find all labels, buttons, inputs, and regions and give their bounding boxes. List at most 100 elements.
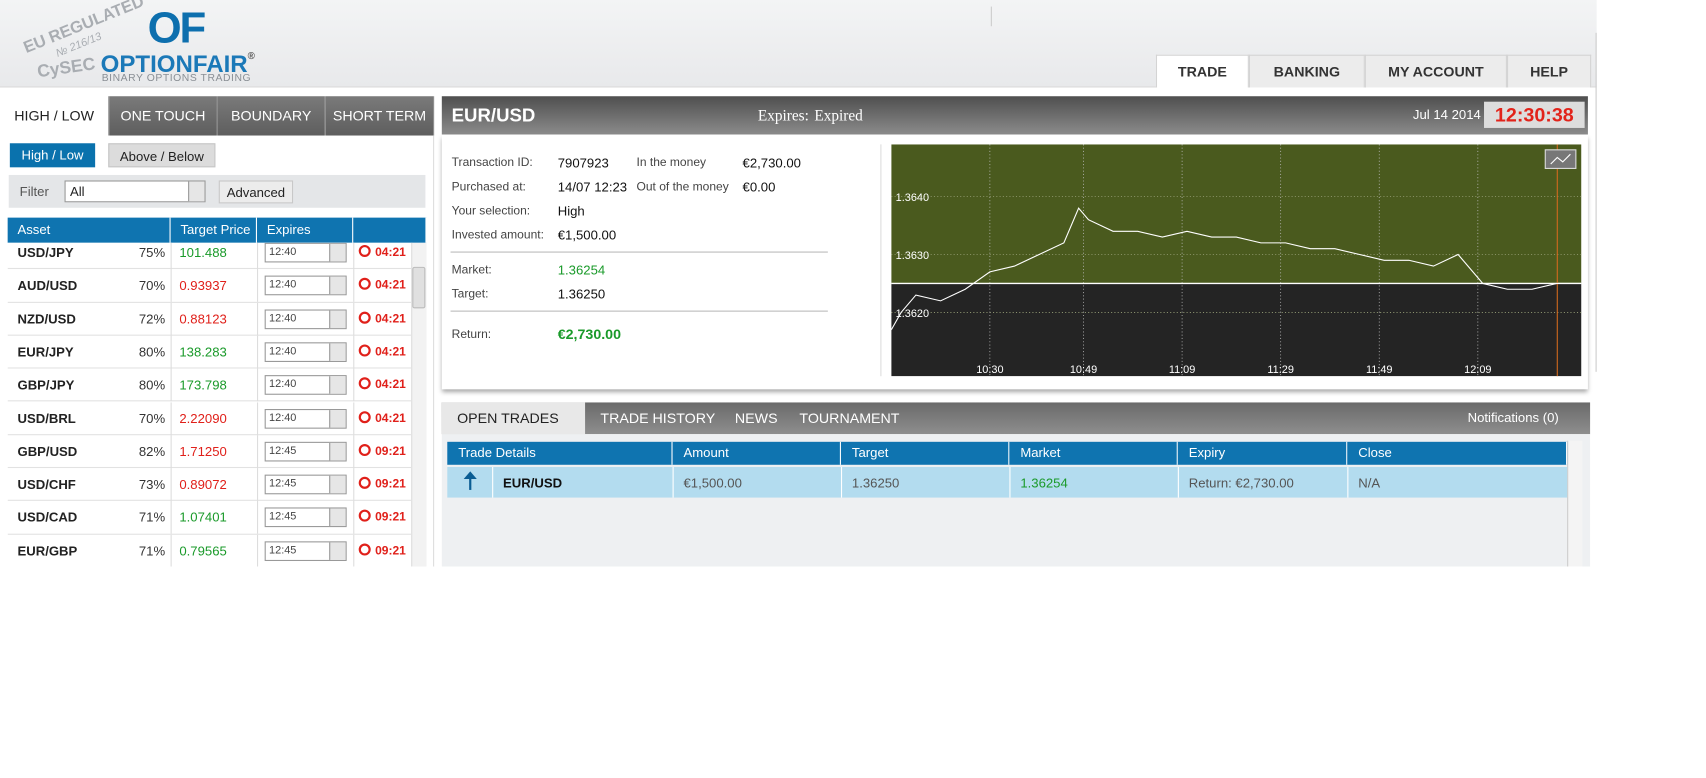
- asset-row[interactable]: USD/CHF 73% 0.89072 12:45 09:21: [7, 468, 412, 502]
- clock-icon: [358, 543, 371, 556]
- asset-row[interactable]: USD/JPY 75% 101.488 12:40 04:21: [7, 242, 412, 270]
- expiry-select[interactable]: 12:40: [264, 309, 347, 329]
- expiry-select[interactable]: 12:45: [264, 441, 347, 462]
- notifications[interactable]: Notifications (0): [1467, 410, 1559, 426]
- target-price: 173.798: [179, 377, 227, 393]
- cell-border: [256, 401, 259, 435]
- asset-row[interactable]: AUD/USD 70% 0.93937 12:40 04:21: [7, 269, 412, 303]
- expiry-select[interactable]: 12:45: [264, 507, 347, 528]
- trades-header: Market: [1009, 441, 1178, 465]
- asset-name: GBP/JPY: [17, 377, 75, 393]
- cell-border: [256, 368, 259, 402]
- money-value: €2,730.00: [742, 155, 801, 171]
- expiry-select[interactable]: 12:45: [264, 540, 347, 561]
- expiry-select[interactable]: 12:40: [264, 275, 347, 296]
- above-target-area: [891, 144, 1582, 284]
- x-tick-label: 12:09: [1464, 364, 1491, 376]
- countdown: 04:21: [375, 312, 406, 326]
- nav-tab[interactable]: BANKING: [1248, 54, 1365, 88]
- column-header: [353, 217, 427, 243]
- cell-border: [170, 335, 172, 369]
- asset-row[interactable]: EUR/JPY 80% 138.283 12:40 04:21: [7, 335, 412, 369]
- payout: 73%: [138, 476, 166, 493]
- expiry-select[interactable]: 12:40: [264, 375, 347, 395]
- trade-cell: 1.36250: [851, 475, 900, 492]
- option-tab[interactable]: HIGH / LOW: [0, 96, 110, 136]
- expiry-select[interactable]: 12:40: [264, 342, 347, 362]
- filter-select[interactable]: All: [64, 180, 206, 203]
- asset-row[interactable]: GBP/JPY 80% 173.798 12:40 04:21: [7, 368, 412, 402]
- expiry-select[interactable]: 12:45: [264, 474, 347, 495]
- select-arrow: [329, 475, 346, 494]
- column-header: Expires: [257, 217, 354, 243]
- cell-border: [170, 269, 172, 303]
- column-header: Target Price: [171, 217, 257, 243]
- asset-row[interactable]: GBP/USD 82% 1.71250 12:45 09:21: [7, 435, 412, 469]
- cell-border: [1347, 466, 1349, 498]
- logo-word: FAIR: [192, 50, 248, 78]
- asset-row[interactable]: NZD/USD 72% 0.88123 12:40 04:21: [7, 302, 412, 336]
- select-arrow: [329, 508, 346, 527]
- detail-label: Target:: [451, 287, 489, 301]
- payout: 70%: [138, 410, 166, 426]
- select-arrow: [329, 277, 346, 295]
- bottom-tab[interactable]: NEWS: [734, 410, 778, 427]
- x-tick-label: 10:30: [976, 364, 1003, 376]
- asset-row[interactable]: EUR/GBP 71% 0.79565 12:45 09:21: [7, 534, 412, 567]
- bottom-tab[interactable]: TRADE HISTORY: [600, 410, 716, 427]
- select-arrow: [329, 310, 346, 328]
- asset-row[interactable]: USD/BRL 70% 2.22090 12:40 04:21: [7, 401, 412, 436]
- logo-brand: OPTION FAIR ®: [101, 50, 255, 78]
- detail-value: 7907923: [557, 155, 609, 171]
- scrollbar[interactable]: [411, 242, 427, 567]
- option-tab[interactable]: BOUNDARY: [217, 96, 326, 136]
- asset-name: USD/CHF: [17, 476, 76, 493]
- detail-label: Transaction ID:: [451, 156, 533, 170]
- chart-icon: [1550, 153, 1571, 165]
- target-price: 138.283: [179, 344, 227, 360]
- clock-icon: [358, 510, 371, 523]
- bottom-tab[interactable]: TOURNAMENT: [799, 410, 900, 427]
- nav-tab[interactable]: HELP: [1506, 54, 1592, 88]
- bottom-tab[interactable]: OPEN TRADES: [441, 402, 586, 435]
- trades-scrollbar[interactable]: [1567, 440, 1583, 567]
- expiry-select[interactable]: 12:40: [264, 242, 347, 263]
- asset-row[interactable]: USD/CAD 71% 1.07401 12:45 09:21: [7, 501, 412, 535]
- expiry-select[interactable]: 12:40: [264, 408, 347, 429]
- advanced-button[interactable]: Advanced: [218, 180, 294, 204]
- detail-label: Return:: [451, 328, 492, 342]
- nav-tab[interactable]: TRADE: [1155, 54, 1249, 88]
- select-arrow: [329, 542, 346, 560]
- target-price: 0.89072: [179, 476, 227, 493]
- cell-border: [170, 468, 172, 501]
- nav-tab[interactable]: MY ACCOUNT: [1364, 54, 1507, 88]
- x-tick-label: 10:49: [1070, 364, 1097, 376]
- clock-icon: [358, 244, 371, 257]
- payout: 80%: [138, 377, 166, 393]
- sub-tab[interactable]: High / Low: [9, 143, 96, 168]
- asset-name: USD/CAD: [17, 510, 78, 526]
- asset-name: USD/JPY: [17, 244, 74, 261]
- cell-border: [256, 435, 259, 468]
- scroll-thumb[interactable]: [412, 266, 426, 309]
- trade-row[interactable]: [447, 466, 1568, 498]
- select-arrow: [329, 376, 346, 394]
- countdown: 09:21: [375, 544, 406, 558]
- option-tab[interactable]: ONE TOUCH: [109, 96, 218, 136]
- cell-border: [353, 368, 355, 402]
- money-label: In the money: [636, 156, 707, 170]
- option-tab[interactable]: SHORT TERM: [325, 96, 435, 136]
- trade-cell: EUR/USD: [503, 475, 563, 492]
- assets-list: USD/JPY 75% 101.488 12:40 04:21 AUD/USD 70% 0.9…: [7, 242, 412, 567]
- select-arrow: [188, 181, 205, 202]
- cell-border: [353, 302, 355, 336]
- sub-tab[interactable]: Above / Below: [108, 143, 216, 168]
- chart-type-button[interactable]: [1544, 149, 1577, 169]
- divider: [990, 6, 992, 27]
- cell-border: [353, 335, 355, 369]
- asset-name: EUR/JPY: [17, 344, 74, 360]
- cell-border: [840, 466, 843, 498]
- clock-icon: [358, 476, 371, 489]
- clock-icon: [358, 410, 371, 423]
